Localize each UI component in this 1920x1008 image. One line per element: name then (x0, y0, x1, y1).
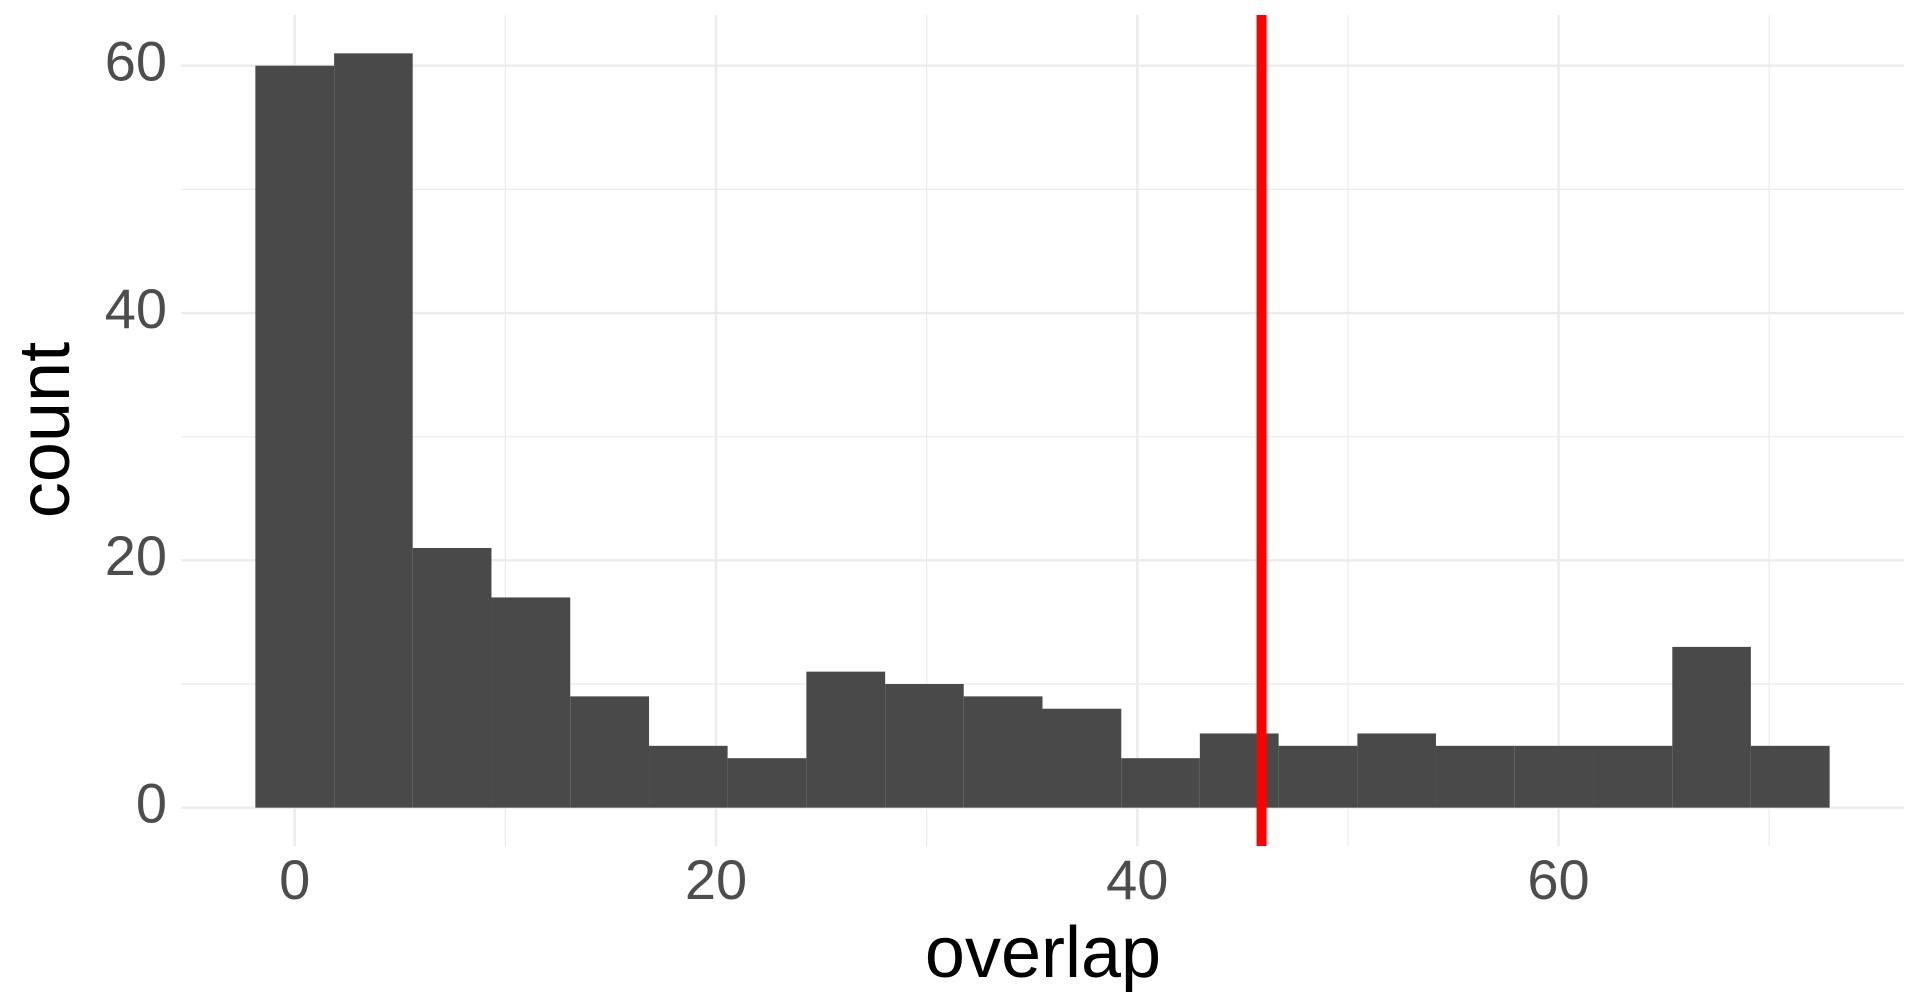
bar (412, 547, 492, 808)
bar (727, 758, 807, 808)
bar (1514, 745, 1594, 808)
y-tick-label: 40 (105, 277, 167, 340)
y-axis-title: count (5, 342, 85, 518)
bar (1199, 733, 1279, 808)
bar (1672, 646, 1751, 808)
x-tick-label: 0 (279, 848, 310, 911)
bar (963, 696, 1043, 808)
bar (255, 65, 335, 808)
bar (491, 597, 571, 808)
bar (1357, 733, 1436, 808)
x-axis-title: overlap (925, 913, 1161, 993)
bar (570, 696, 650, 808)
bar (885, 684, 964, 808)
y-tick-label: 60 (105, 29, 167, 92)
bar (1278, 745, 1358, 808)
bar (1121, 758, 1200, 808)
bar (806, 671, 886, 808)
bar (1750, 745, 1830, 808)
bar (1435, 745, 1515, 808)
bar (1042, 708, 1122, 808)
bar (649, 745, 728, 808)
bar (334, 53, 413, 808)
x-tick-label: 40 (1106, 848, 1168, 911)
y-tick-label: 0 (136, 771, 167, 834)
y-tick-label: 20 (105, 524, 167, 587)
bar (1593, 745, 1673, 808)
x-tick-label: 20 (685, 848, 747, 911)
x-tick-label: 60 (1527, 848, 1589, 911)
